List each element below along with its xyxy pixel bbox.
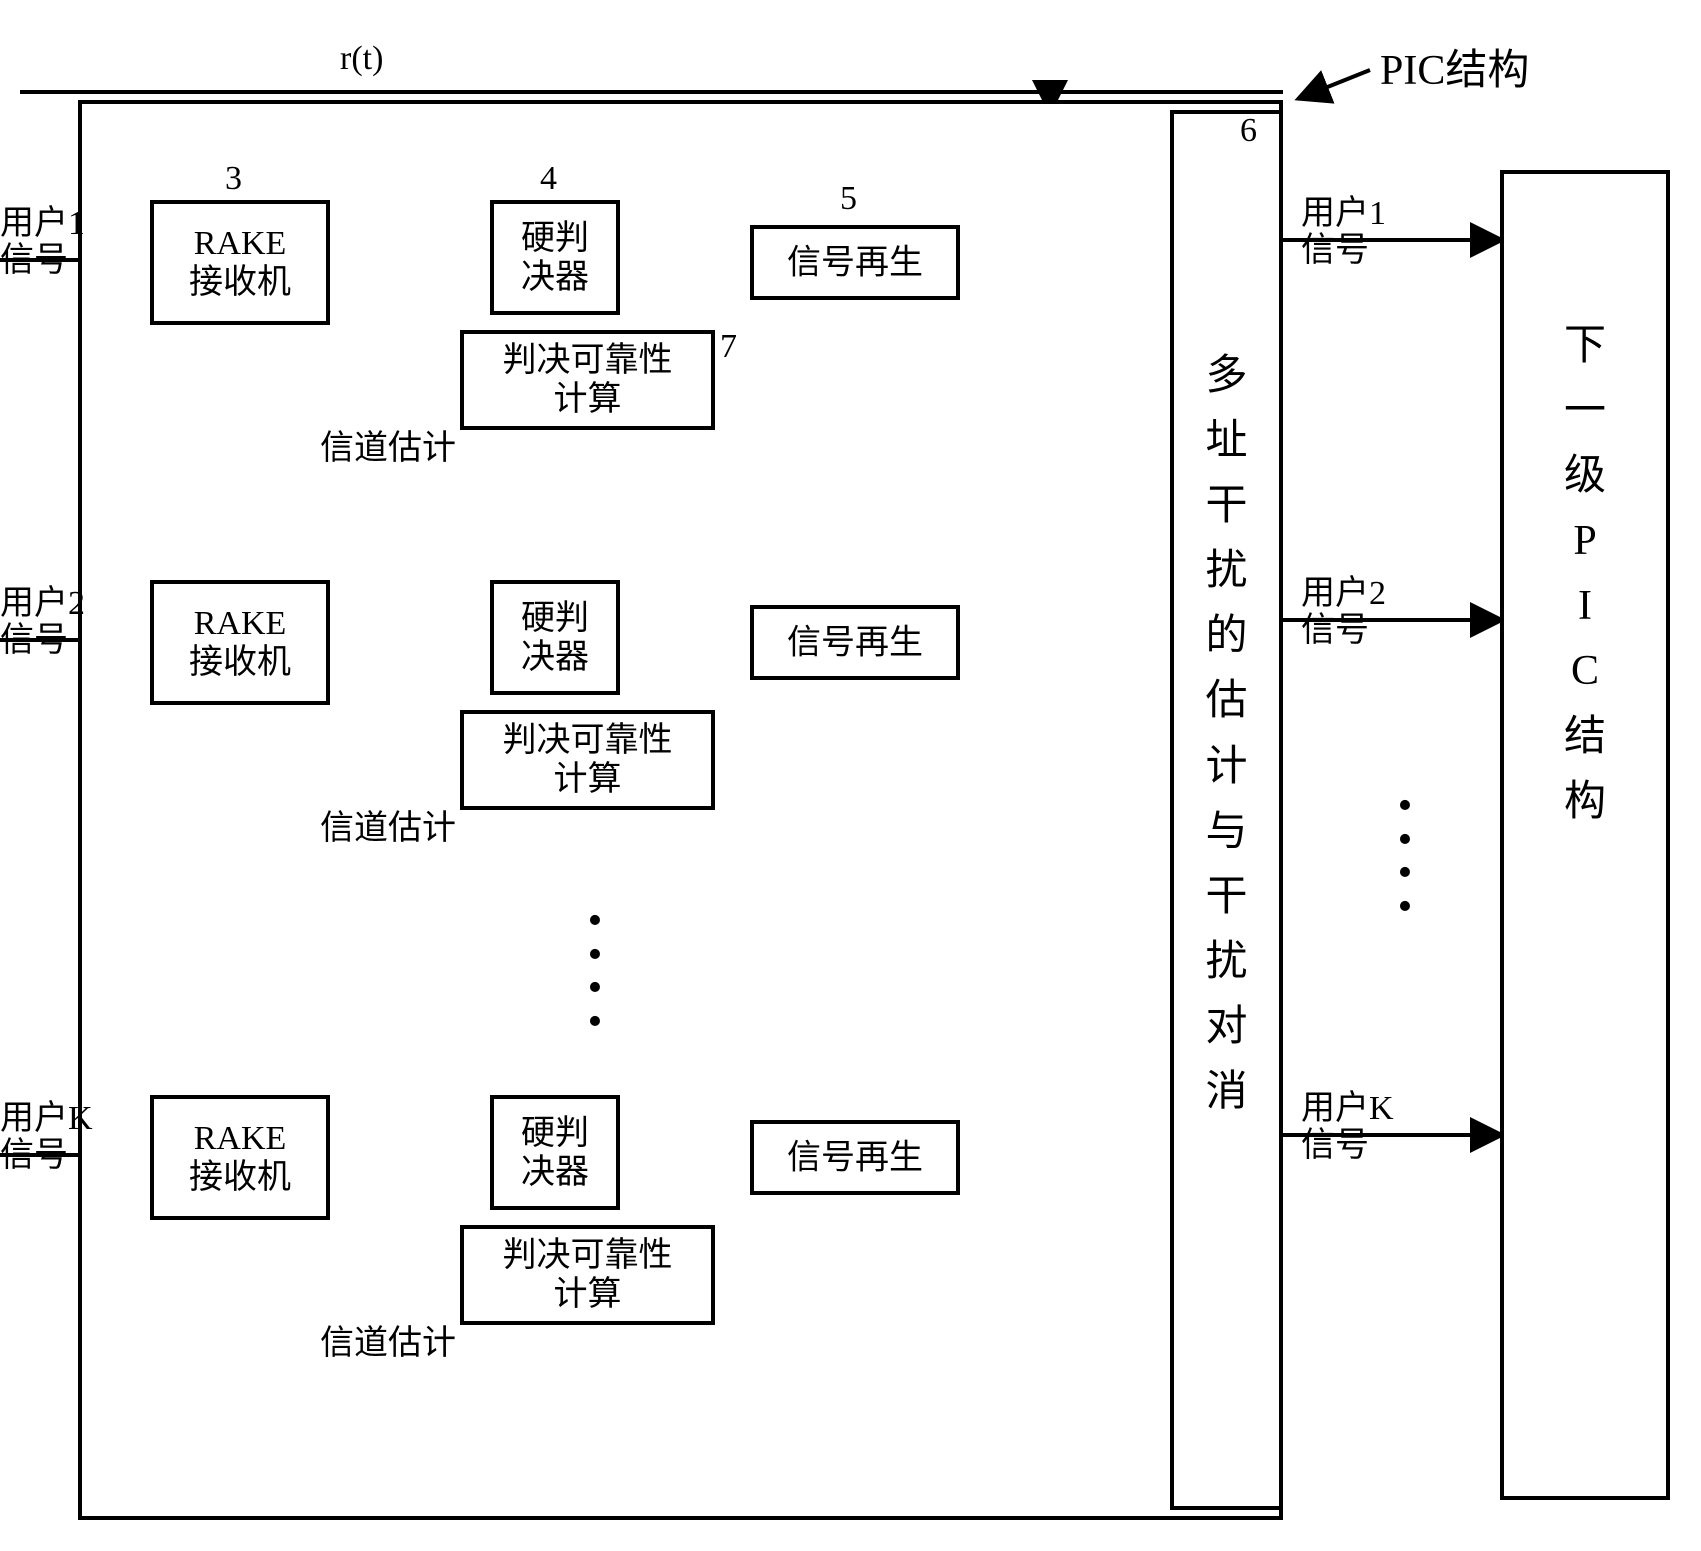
branch-ellipsis-top: •••• (575, 905, 615, 1039)
next-pic-box: 下一级PIC结构 (1500, 170, 1670, 1500)
input-label-uK: 用户K 信号 (0, 1100, 93, 1175)
rel-box-1: 判决可靠性 计算 (460, 710, 715, 810)
hard-box-1: 硬判 决器 (490, 580, 620, 695)
pic-title: PIC结构 (1380, 48, 1529, 94)
next-pic-label: 下一级PIC结构 (1504, 314, 1666, 835)
rel-box-0: 判决可靠性 计算 (460, 330, 715, 430)
output-label-u2: 用户2 信号 (1301, 575, 1386, 650)
num-hard: 4 (540, 160, 557, 197)
rake-box-1: RAKE 接收机 (150, 580, 330, 705)
hard-box-2: 硬判 决器 (490, 1095, 620, 1210)
rel-box-2: 判决可靠性 计算 (460, 1225, 715, 1325)
input-label-u1: 用户1 信号 (0, 205, 85, 280)
regen-box-0: 信号再生 (750, 225, 960, 300)
regen-box-2: 信号再生 (750, 1120, 960, 1195)
input-label-u2: 用户2 信号 (0, 585, 85, 660)
num-rel: 7 (720, 328, 737, 365)
rake-box-2: RAKE 接收机 (150, 1095, 330, 1220)
chest-label-0: 信道估计 (320, 430, 456, 467)
chest-label-1: 信道估计 (320, 810, 456, 847)
chest-label-2: 信道估计 (320, 1325, 456, 1362)
num-rake: 3 (225, 160, 242, 197)
num-mai: 6 (1240, 112, 1257, 149)
mai-cancel-box: 多址干扰的估计与干扰对消 (1170, 110, 1283, 1510)
num-regen: 5 (840, 180, 857, 217)
hard-box-0: 硬判 决器 (490, 200, 620, 315)
signal-rt-label: r(t) (340, 40, 383, 77)
mai-cancel-label: 多址干扰的估计与干扰对消 (1174, 344, 1279, 1125)
regen-box-1: 信号再生 (750, 605, 960, 680)
output-label-u1: 用户1 信号 (1301, 195, 1386, 270)
output-ellipsis: •••• (1385, 790, 1425, 924)
rake-box-0: RAKE 接收机 (150, 200, 330, 325)
output-label-uK: 用户K 信号 (1301, 1090, 1394, 1165)
